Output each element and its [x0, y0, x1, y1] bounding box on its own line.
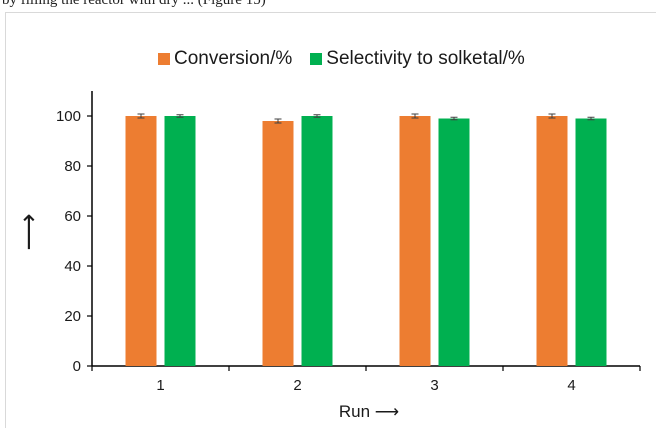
x-tick-label: 4	[567, 377, 575, 394]
selectivity-bar-run-1	[164, 116, 196, 366]
chart-frame	[5, 12, 656, 428]
legend-item-conversion: Conversion/%	[158, 48, 292, 70]
x-axis-title: Run ⟶	[339, 402, 399, 421]
y-axis-title: ⟶	[14, 213, 44, 250]
y-tick-label: 80	[64, 158, 81, 175]
legend-label-conversion: Conversion/%	[174, 48, 293, 69]
x-tick-label: 3	[430, 377, 438, 394]
conversion-bar-run-4	[536, 116, 568, 366]
y-tick-label: 60	[64, 208, 81, 225]
y-tick-label: 20	[64, 308, 81, 325]
selectivity-bar-run-3	[438, 118, 470, 366]
conversion-bar-run-2	[262, 121, 294, 366]
y-tick-label: 40	[64, 258, 81, 275]
legend-item-selectivity: Selectivity to solketal/%	[310, 48, 525, 70]
header-text: by filling the reactor with dry ... (Fig…	[2, 0, 266, 8]
clipped-header-text: by filling the reactor with dry ... (Fig…	[0, 0, 657, 12]
y-tick-label: 100	[56, 108, 81, 125]
legend-swatch-conversion	[158, 53, 170, 65]
legend-swatch-selectivity	[310, 53, 323, 65]
legend: Conversion/% Selectivity to solketal/%	[158, 48, 543, 70]
x-tick-label: 1	[156, 377, 164, 394]
x-tick-label: 2	[293, 377, 301, 394]
selectivity-bar-run-4	[575, 118, 607, 366]
conversion-bar-run-3	[399, 116, 431, 366]
selectivity-bar-run-2	[301, 116, 333, 366]
conversion-bar-run-1	[125, 116, 157, 366]
y-tick-label: 0	[73, 358, 81, 375]
legend-label-selectivity: Selectivity to solketal/%	[326, 48, 525, 69]
